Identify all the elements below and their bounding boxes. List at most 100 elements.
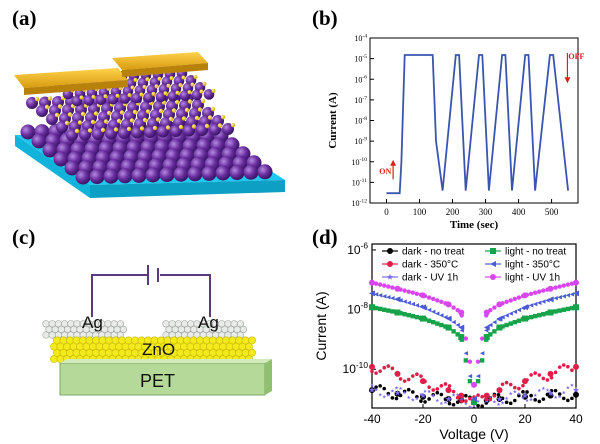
data-point bbox=[459, 328, 464, 333]
data-point bbox=[553, 285, 558, 290]
data-point bbox=[573, 363, 579, 370]
data-point bbox=[512, 389, 517, 394]
data-point bbox=[443, 382, 448, 386]
legend-label: light - no treat bbox=[505, 247, 566, 258]
legend-label: light - 350°C bbox=[505, 260, 560, 271]
data-point bbox=[573, 290, 579, 297]
data-point bbox=[373, 305, 379, 311]
data-point bbox=[549, 392, 554, 396]
silver-sphere bbox=[236, 320, 244, 328]
series-5 bbox=[369, 279, 579, 388]
yellow-sphere bbox=[129, 118, 135, 123]
data-point bbox=[374, 387, 378, 392]
yellow-sphere bbox=[204, 123, 210, 129]
data-point bbox=[386, 273, 394, 280]
data-point bbox=[545, 378, 550, 382]
yellow-sphere bbox=[79, 95, 84, 100]
data-point bbox=[386, 284, 391, 289]
data-point bbox=[398, 386, 403, 391]
yellow-sphere bbox=[106, 110, 112, 116]
data-point bbox=[488, 308, 493, 313]
y-tick-label: 10-8 bbox=[354, 116, 367, 126]
data-point bbox=[488, 332, 493, 337]
data-point bbox=[447, 396, 452, 401]
data-point bbox=[533, 313, 538, 319]
data-point bbox=[541, 288, 546, 293]
yellow-sphere bbox=[202, 81, 207, 86]
silver-sphere bbox=[230, 320, 238, 328]
silver-sphere bbox=[42, 320, 50, 328]
data-point bbox=[394, 386, 399, 390]
purple-sphere bbox=[119, 93, 131, 104]
zno-sphere bbox=[209, 336, 217, 345]
zno-sphere bbox=[235, 336, 243, 345]
purple-sphere bbox=[203, 89, 215, 100]
purple-sphere bbox=[167, 90, 179, 102]
data-point bbox=[468, 396, 472, 401]
data-point bbox=[443, 315, 448, 320]
data-point bbox=[472, 404, 476, 408]
yellow-sphere bbox=[54, 112, 60, 118]
data-point bbox=[508, 311, 513, 316]
data-point bbox=[390, 309, 395, 314]
data-point bbox=[561, 363, 566, 367]
data-point bbox=[500, 301, 505, 306]
data-point bbox=[414, 291, 420, 296]
yellow-sphere bbox=[155, 117, 161, 122]
yellow-sphere bbox=[217, 123, 223, 128]
data-point bbox=[382, 294, 387, 299]
silver-sphere bbox=[61, 320, 69, 328]
yellow-sphere bbox=[80, 111, 86, 117]
yellow-sphere bbox=[165, 125, 171, 130]
data-point bbox=[394, 396, 399, 401]
device-cross-section: Ag Ag ZnO PET bbox=[42, 265, 272, 396]
data-point bbox=[496, 395, 503, 402]
data-point bbox=[557, 295, 562, 300]
data-point bbox=[390, 295, 395, 301]
purple-sphere bbox=[131, 92, 143, 104]
yellow-sphere bbox=[47, 96, 53, 101]
purple-sphere bbox=[46, 113, 58, 125]
data-point bbox=[561, 294, 566, 299]
zno-sphere bbox=[92, 336, 100, 345]
purple-sphere bbox=[66, 129, 78, 141]
data-point bbox=[390, 396, 395, 400]
data-point bbox=[529, 397, 533, 402]
data-point bbox=[570, 396, 574, 401]
yellow-sphere bbox=[230, 122, 236, 128]
data-point bbox=[377, 293, 383, 298]
data-point bbox=[512, 319, 517, 325]
data-point bbox=[369, 363, 375, 370]
yellow-sphere bbox=[127, 93, 132, 98]
data-point bbox=[569, 292, 575, 297]
yellow-sphere bbox=[90, 119, 96, 125]
silver-sphere bbox=[239, 325, 247, 333]
data-point bbox=[370, 369, 374, 374]
data-point bbox=[423, 389, 427, 393]
data-point bbox=[439, 313, 444, 318]
data-point bbox=[570, 368, 574, 372]
zno-sphere bbox=[248, 336, 256, 345]
data-point bbox=[410, 301, 415, 307]
yellow-sphere bbox=[178, 124, 184, 130]
legend-label: dark - UV 1h bbox=[402, 273, 458, 284]
purple-sphere bbox=[117, 168, 133, 184]
purple-sphere bbox=[89, 169, 105, 185]
data-point bbox=[471, 396, 477, 402]
yellow-sphere bbox=[199, 89, 204, 94]
data-point bbox=[406, 387, 411, 392]
data-point bbox=[566, 385, 570, 390]
data-point bbox=[419, 392, 423, 397]
yellow-sphere bbox=[187, 90, 192, 95]
data-point bbox=[520, 293, 526, 299]
yellow-sphere bbox=[151, 91, 156, 96]
data-point bbox=[524, 315, 530, 321]
data-point bbox=[402, 299, 407, 304]
data-point bbox=[529, 373, 533, 377]
data-point bbox=[414, 303, 420, 308]
data-point bbox=[410, 290, 415, 295]
data-point bbox=[447, 302, 452, 308]
data-point bbox=[525, 390, 529, 394]
data-point bbox=[406, 395, 411, 400]
x-tick-label: 0 bbox=[471, 412, 478, 426]
